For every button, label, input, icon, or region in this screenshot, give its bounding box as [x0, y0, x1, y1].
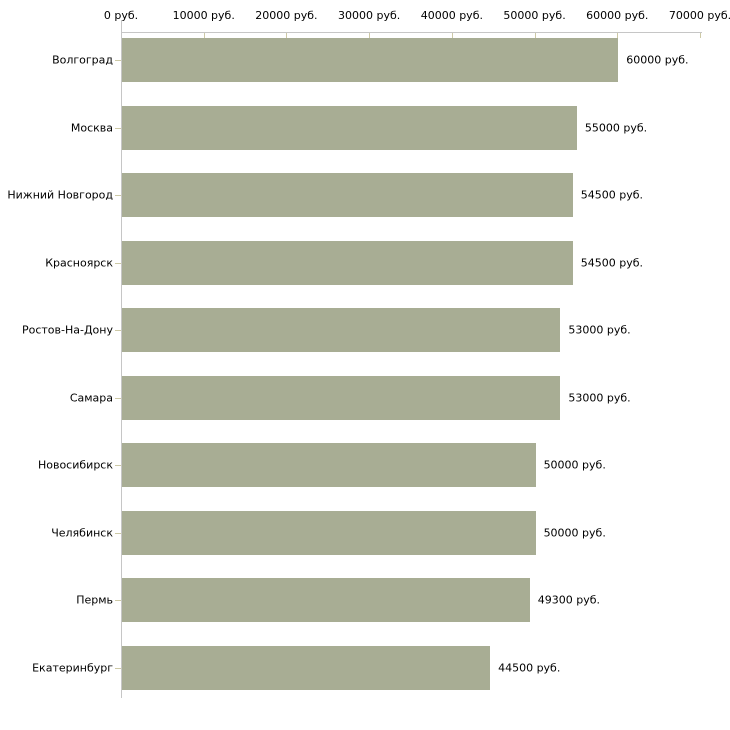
y-axis-tick-mark	[115, 60, 121, 61]
category-label: Пермь	[76, 593, 113, 607]
x-axis-tick-mark	[203, 33, 205, 38]
category-label: Москва	[70, 121, 113, 134]
y-axis-tick-mark	[115, 600, 121, 601]
y-axis-tick-mark	[115, 532, 121, 534]
y-axis-tick-mark	[115, 195, 121, 196]
category-label: Красноярск	[45, 256, 113, 269]
x-axis-tick-label: 70000 руб.	[668, 9, 730, 22]
category-label: Волгоград	[52, 53, 113, 67]
x-axis-tick-label: 30000 руб.	[338, 9, 401, 22]
bar	[122, 645, 491, 690]
category-label: Екатеринбург	[32, 661, 113, 674]
category-label: Нижний Новгород	[7, 188, 113, 202]
y-axis-line	[121, 20, 122, 698]
value-label: 54500 руб.	[580, 256, 644, 269]
value-label: 53000 руб.	[568, 391, 631, 404]
y-axis-tick-mark	[115, 667, 121, 669]
value-label: 54500 руб.	[580, 188, 644, 202]
category-label: Ростов-На-Дону	[21, 323, 113, 337]
bar	[122, 308, 561, 352]
bar	[122, 578, 530, 622]
x-axis-tick-label: 60000 руб.	[586, 9, 649, 22]
value-label: 44500 руб.	[498, 661, 561, 674]
x-axis-tick-mark	[617, 33, 619, 38]
x-axis-tick-label: 20000 руб.	[255, 9, 318, 22]
x-axis-tick-label: 10000 руб.	[172, 9, 235, 22]
bar	[122, 240, 573, 285]
x-axis-tick-label: 40000 руб.	[420, 9, 483, 22]
value-label: 50000 руб.	[543, 526, 606, 539]
value-label: 53000 руб.	[568, 323, 631, 337]
y-axis-tick-mark	[115, 330, 121, 331]
category-label: Новосибирск	[37, 458, 113, 472]
bar	[122, 510, 536, 555]
x-axis-tick-mark	[451, 33, 453, 38]
y-axis-tick-mark	[115, 127, 121, 129]
value-label: 50000 руб.	[543, 458, 606, 472]
x-axis-tick-label: 0 руб.	[103, 9, 139, 22]
x-axis-line	[121, 32, 702, 33]
bar	[122, 38, 619, 82]
bar	[122, 375, 561, 420]
x-axis-tick-mark	[369, 33, 371, 38]
category-label: Самара	[69, 391, 113, 404]
value-label: 55000 руб.	[584, 121, 648, 134]
y-axis-tick-mark	[115, 262, 121, 264]
y-axis-tick-mark	[115, 465, 121, 466]
x-axis-tick-mark	[700, 33, 701, 38]
x-axis-tick-mark	[286, 33, 288, 38]
bar	[122, 173, 573, 217]
x-axis-tick-label: 50000 руб.	[503, 9, 566, 22]
bar	[122, 105, 577, 150]
y-axis-tick-mark	[115, 397, 121, 399]
value-label: 49300 руб.	[537, 593, 601, 607]
x-axis-tick-mark	[534, 33, 536, 38]
value-label: 60000 руб.	[626, 53, 689, 67]
category-label: Челябинск	[51, 526, 113, 539]
bar	[122, 443, 536, 487]
